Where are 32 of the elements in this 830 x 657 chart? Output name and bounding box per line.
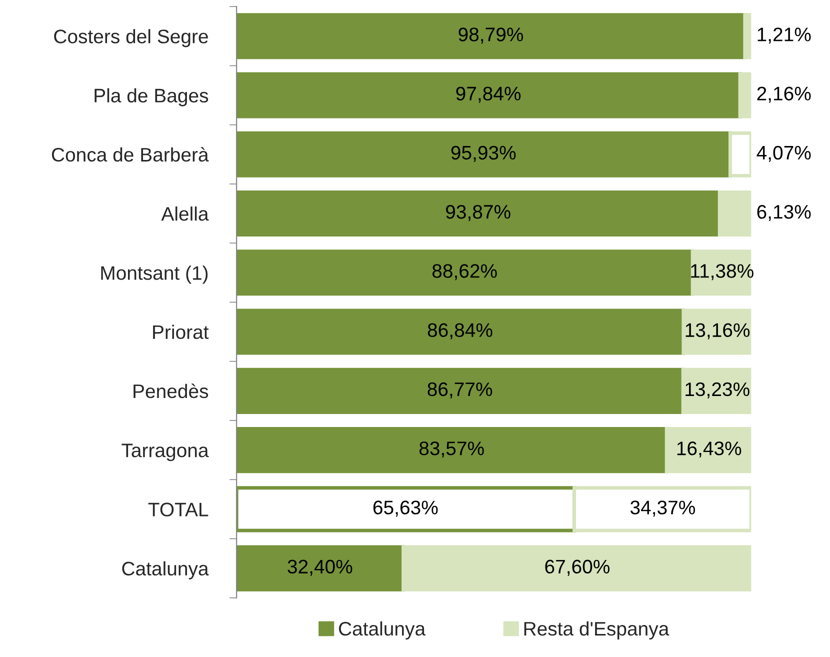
data-label: 86,77% xyxy=(428,382,492,398)
data-label: 13,23% xyxy=(686,382,750,398)
data-label: 34,37% xyxy=(630,500,695,517)
y-tick-label: Alella xyxy=(161,206,209,221)
data-label: 1,21% xyxy=(758,28,811,44)
data-label: 98,79% xyxy=(458,28,524,44)
y-tick-label: TOTAL xyxy=(148,502,208,516)
data-label: 86,84% xyxy=(428,323,492,340)
data-label: 93,87% xyxy=(446,204,510,222)
y-tick-label: Costers del Segre xyxy=(54,29,208,48)
data-label: 83,57% xyxy=(419,441,484,458)
y-tick-label: Conca de Barberà xyxy=(52,147,209,162)
data-label: 65,63% xyxy=(373,500,438,517)
data-label: 2,16% xyxy=(757,86,811,103)
data-label: 16,43% xyxy=(677,441,742,458)
data-label: 88,62% xyxy=(432,264,497,280)
y-tick-label: Penedès xyxy=(134,384,208,398)
data-label: 13,16% xyxy=(686,323,750,340)
data-label: 97,84% xyxy=(456,86,521,103)
data-label: 4,07% xyxy=(756,146,811,162)
data-label: 67,60% xyxy=(545,560,610,576)
y-tick-label: Priorat xyxy=(153,324,209,340)
legend-label: Catalunya xyxy=(338,621,426,640)
data-label: 32,40% xyxy=(288,560,352,576)
y-tick-label: Catalunya xyxy=(122,561,209,580)
data-label: 11,38% xyxy=(691,264,754,280)
y-tick-label: Montsant (1) xyxy=(101,266,208,284)
data-label: 6,13% xyxy=(757,204,811,222)
data-label: 95,93% xyxy=(451,146,516,162)
y-tick-label: Pla de Bages xyxy=(94,88,208,106)
legend-label: Resta d'Espanya xyxy=(524,621,670,640)
y-tick-label: Tarragona xyxy=(122,444,209,462)
